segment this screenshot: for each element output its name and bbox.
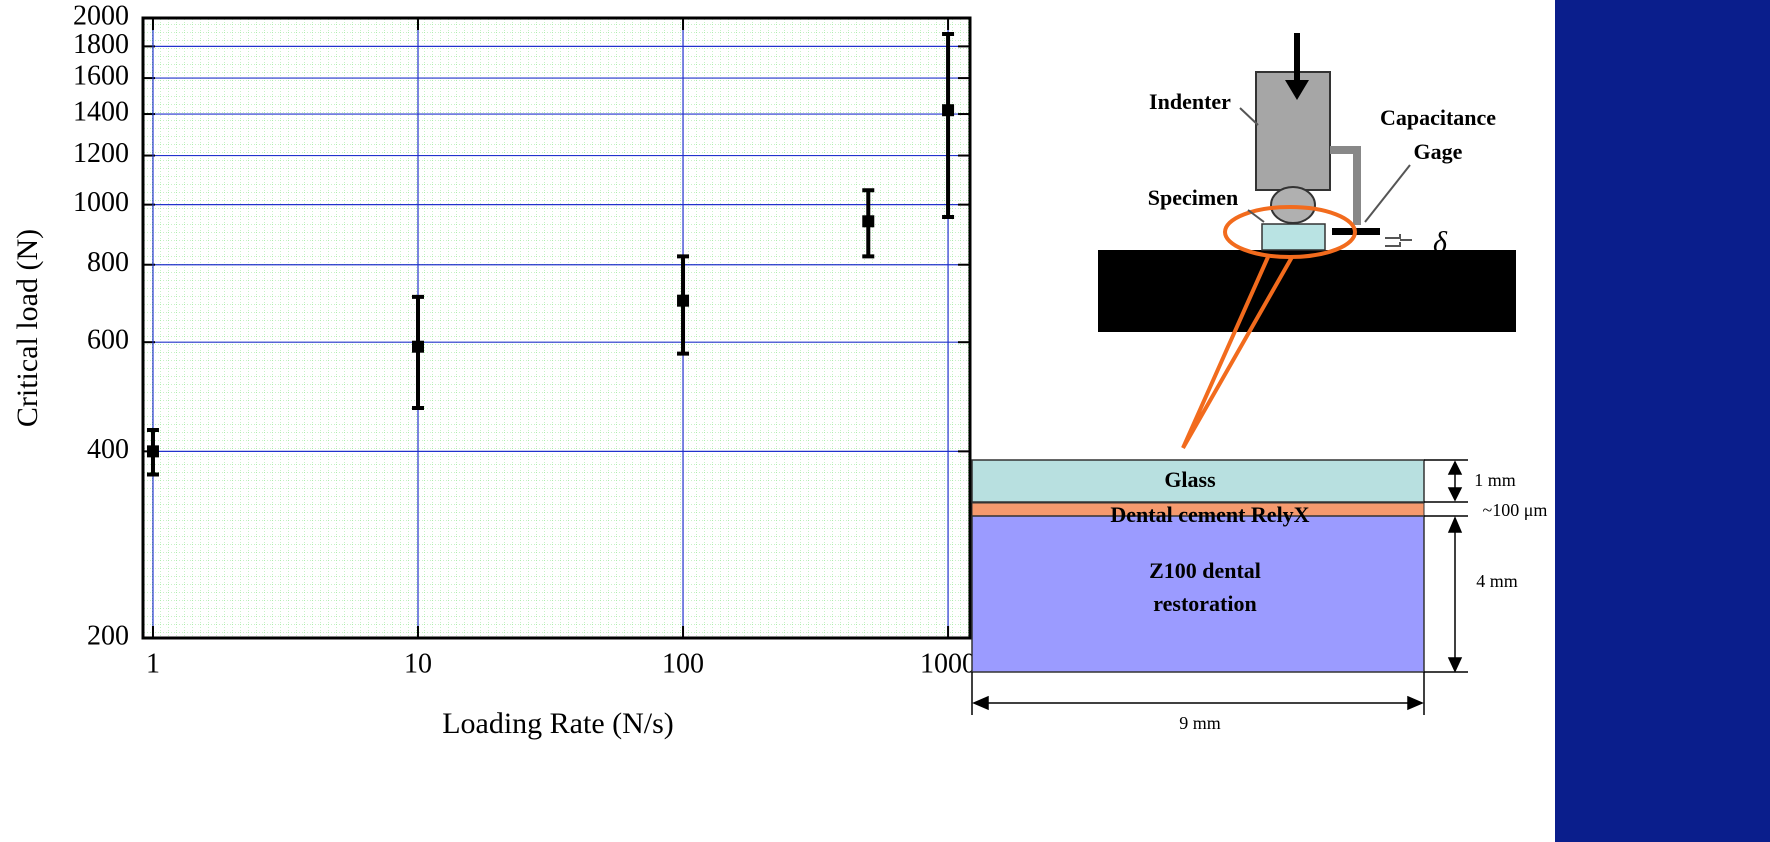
gage-arm	[1330, 146, 1361, 225]
side-strip	[1555, 0, 1770, 842]
z100-layer	[971, 515, 1425, 673]
label: Indenter	[1149, 89, 1231, 114]
dim-line	[971, 672, 1425, 715]
label: ~100 μm	[1483, 500, 1548, 520]
callout-wedge	[1181, 256, 1294, 449]
point	[412, 340, 425, 353]
label: Z100 dental	[1149, 558, 1261, 583]
label: 9 mm	[1179, 713, 1221, 733]
point	[677, 294, 690, 307]
point	[146, 445, 159, 458]
glass-layer	[971, 459, 1425, 503]
label: δ	[1433, 226, 1448, 259]
dim-arrow	[972, 695, 1424, 711]
label: Specimen	[1148, 185, 1238, 210]
pointer	[1239, 107, 1259, 126]
delta-bracket	[1385, 234, 1412, 247]
minor-grid	[143, 18, 970, 638]
y-tick-label: 1200	[73, 138, 129, 169]
point	[942, 104, 955, 117]
specimen	[1261, 223, 1326, 251]
label: restoration	[1153, 591, 1256, 616]
x-tick-label: 10	[404, 648, 432, 679]
pointer	[1364, 164, 1411, 223]
label: Glass	[1164, 467, 1216, 492]
label: 1 mm	[1474, 470, 1516, 490]
label: Dental cement RelyX	[1110, 502, 1309, 527]
label: 4 mm	[1476, 571, 1518, 591]
x-tick-label: 1	[146, 648, 160, 679]
plot-frame	[141, 16, 972, 640]
indenter-diagram: Indenter Capacitance Gage Specimen δ	[1098, 33, 1516, 449]
indenter-tip	[1270, 186, 1316, 224]
x-tick-label: 100	[662, 648, 704, 679]
y-axis-label: Critical load (N)	[11, 229, 44, 427]
extension-line	[1424, 459, 1468, 673]
y-tick-label: 600	[87, 325, 129, 356]
y-tick-label: 1800	[73, 29, 129, 60]
x-axis-label: Loading Rate (N/s)	[442, 707, 674, 740]
label: Gage	[1414, 139, 1463, 164]
x-tick-label: 1000	[920, 648, 976, 679]
y-tick-label: 400	[87, 434, 129, 465]
y-tick-label: 2000	[73, 0, 129, 31]
base	[1098, 250, 1516, 332]
load-arrow-head	[1285, 80, 1309, 100]
pointer	[1247, 209, 1265, 223]
dim-arrow	[1447, 460, 1463, 502]
y-tick-label: 1600	[73, 61, 129, 92]
layer-diagram: Glass Dental cement RelyX Z100 dental re…	[971, 459, 1548, 733]
y-tick-label: 1400	[73, 96, 129, 127]
y-tick-label: 1000	[73, 187, 129, 218]
label: Capacitance	[1380, 105, 1496, 130]
error-bar	[942, 31, 955, 220]
dim-arrow	[1447, 516, 1463, 673]
y-tick-label: 800	[87, 247, 129, 278]
point	[862, 215, 875, 228]
y-tick-label: 200	[87, 620, 129, 651]
